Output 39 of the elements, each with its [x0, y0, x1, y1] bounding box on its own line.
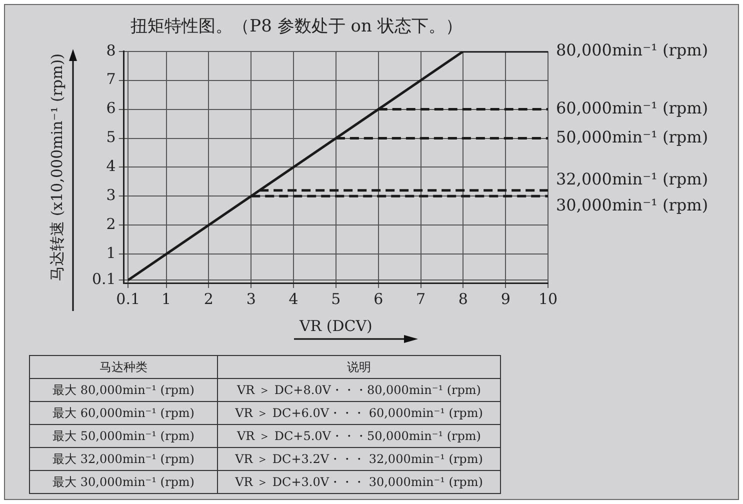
- x-tick-label: 8: [458, 290, 468, 308]
- series-label: 32,000min⁻¹ (rpm): [556, 169, 708, 188]
- y-tick-label: 3: [106, 186, 116, 204]
- x-tick-label: 6: [374, 290, 384, 308]
- x-tick-label: 4: [288, 290, 298, 308]
- chart-title: 扭矩特性图。（P8 参数处于 on 状态下。）: [130, 16, 462, 37]
- text: VR ＞ DC+6.0V・・・ 60,000min⁻¹ (rpm): [218, 402, 500, 424]
- series-label: 60,000min⁻¹ (rpm): [556, 98, 708, 118]
- text: 最大 30,000min⁻¹ (rpm): [30, 470, 218, 494]
- text: 马达种类: [30, 356, 218, 378]
- x-tick-label: 10: [538, 290, 558, 308]
- y-axis-title: 马达转速 (x10,000min⁻¹ (rpm)): [48, 53, 66, 281]
- text: 最大 32,000min⁻¹ (rpm): [30, 448, 218, 470]
- y-tick-label: 7: [106, 70, 116, 88]
- y-tick-label: 0.1: [92, 270, 116, 288]
- series-label: 30,000min⁻¹ (rpm): [556, 195, 708, 214]
- y-tick-label: 8: [106, 41, 116, 60]
- x-tick-label: 9: [500, 290, 510, 308]
- x-tick-label: 1: [161, 290, 172, 308]
- y-tick-label: 5: [106, 128, 116, 146]
- text: 最大 60,000min⁻¹ (rpm): [30, 402, 218, 424]
- y-tick-label: 6: [106, 99, 116, 118]
- y-tick-label: 4: [106, 157, 116, 176]
- text: VR ＞ DC+3.2V・・・ 32,000min⁻¹ (rpm): [218, 448, 500, 470]
- text: 最大 50,000min⁻¹ (rpm): [30, 424, 218, 448]
- text: VR ＞ DC+8.0V・・・80,000min⁻¹ (rpm): [218, 378, 500, 402]
- y-tick-label: 1: [106, 244, 116, 262]
- series-label: 80,000min⁻¹ (rpm): [556, 40, 708, 60]
- x-tick-label: 7: [416, 290, 426, 308]
- x-tick-label: 5: [331, 290, 341, 308]
- text: 说明: [218, 356, 500, 378]
- x-tick-label: 3: [246, 290, 256, 308]
- text: VR ＞ DC+3.0V・・・ 30,000min⁻¹ (rpm): [218, 470, 500, 494]
- text: VR ＞ DC+5.0V・・・50,000min⁻¹ (rpm): [218, 424, 500, 448]
- x-axis-title: VR (DCV): [298, 316, 372, 335]
- y-tick-label: 2: [106, 214, 116, 233]
- x-tick-label: 2: [204, 290, 214, 308]
- series-label: 50,000min⁻¹ (rpm): [556, 127, 708, 146]
- text: 最大 80,000min⁻¹ (rpm): [30, 378, 218, 402]
